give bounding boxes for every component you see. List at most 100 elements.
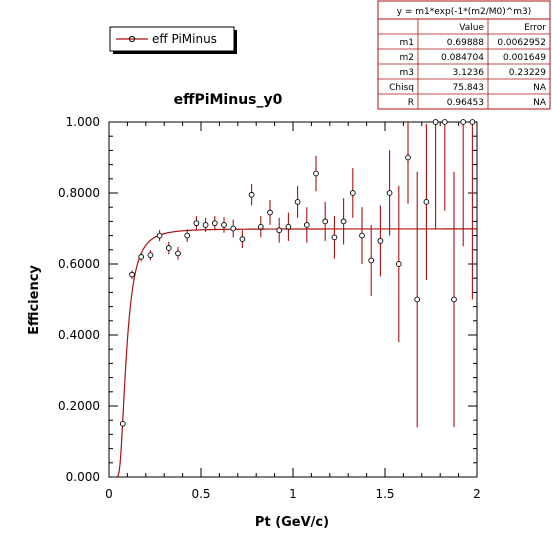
point-marker: [313, 170, 319, 177]
data-point: [147, 250, 154, 261]
data-point: [165, 241, 172, 255]
point-marker: [276, 227, 283, 234]
legend-marker-sample: [128, 35, 136, 43]
point-marker: [441, 119, 448, 125]
fit-value-cell: 0.084704: [441, 53, 484, 63]
legend-series-label: eff PiMinus: [152, 32, 217, 46]
point-marker: [156, 232, 163, 239]
point-marker: [340, 218, 347, 225]
point-marker: [322, 218, 329, 225]
data-point: [267, 200, 273, 225]
point-marker: [184, 232, 191, 239]
data-point: [368, 224, 375, 296]
point-marker: [432, 119, 439, 125]
point-marker: [147, 252, 154, 258]
fit-value-cell: 0.0062952: [497, 38, 546, 48]
fit-param-name: m2: [400, 53, 415, 63]
fit-curve: [116, 228, 477, 478]
data-point: [276, 217, 283, 243]
data-point: [119, 420, 126, 427]
y-tick-label: 0.6000: [58, 257, 100, 271]
point-marker: [368, 257, 375, 264]
point-marker: [239, 236, 246, 243]
fit-formula: y = m1*exp(-1*(m2/M0)^m3): [397, 7, 532, 17]
fit-value-cell: 0.001649: [503, 53, 546, 63]
fit-results-box: y = m1*exp(-1*(m2/M0)^m3) Value Error m1 0.…: [377, 0, 551, 110]
fit-header-cell: Error: [524, 23, 546, 33]
data-point: [257, 216, 264, 238]
data-point: [175, 246, 181, 260]
y-tick-label: 0.8000: [58, 186, 100, 200]
fit-header-cell: Value: [459, 23, 484, 33]
point-marker: [377, 238, 384, 244]
data-point: [193, 216, 200, 231]
point-marker: [165, 245, 172, 251]
y-axis: 0.000 0.2000 0.4000 0.6000 0.8000 1.000: [58, 115, 477, 484]
data-point: [441, 119, 448, 211]
plot-frame: [108, 121, 478, 478]
point-marker: [294, 199, 301, 205]
fit-value-cell: NA: [533, 83, 547, 93]
fit-param-name: m3: [400, 68, 415, 78]
fit-value-cell: NA: [533, 98, 547, 108]
data-point: [460, 119, 467, 247]
point-marker: [129, 271, 135, 278]
data-point: [377, 205, 384, 277]
data-point: [322, 201, 329, 241]
data-point: [386, 150, 393, 236]
data-point: [423, 123, 430, 280]
point-marker: [119, 420, 126, 427]
point-marker: [469, 119, 476, 125]
fit-param-name: R: [408, 98, 414, 108]
data-point: [184, 229, 191, 242]
point-marker: [138, 254, 145, 260]
data-point: [395, 185, 402, 343]
point-marker: [405, 154, 411, 161]
x-tick-label: 1.5: [375, 487, 394, 501]
point-marker: [331, 234, 338, 241]
point-marker: [257, 223, 264, 230]
y-tick-label: 0.2000: [58, 399, 100, 413]
x-axis-label: Pt (GeV/c): [255, 515, 329, 530]
y-tick-label: 0.4000: [58, 328, 100, 342]
x-tick-label: 1: [289, 487, 297, 501]
fit-param-name: Chisq: [389, 83, 414, 93]
data-point: [469, 119, 476, 300]
fit-value-cell: 0.23229: [509, 68, 546, 78]
data-point: [138, 252, 145, 262]
point-marker: [267, 209, 273, 216]
data-point: [294, 185, 301, 218]
data-point: [349, 168, 356, 218]
data-point: [340, 198, 347, 245]
fit-value-cell: 0.96453: [447, 98, 484, 108]
y-axis-label: Efficiency: [27, 265, 42, 335]
fit-value-cell: 3.1236: [453, 68, 485, 78]
data-point: [451, 171, 457, 428]
y-tick-label: 1.000: [66, 115, 100, 129]
point-marker: [414, 296, 421, 303]
x-tick-label: 0.5: [191, 487, 210, 501]
point-marker: [202, 222, 209, 228]
point-marker: [193, 220, 200, 227]
point-marker: [451, 296, 457, 303]
fit-value-cell: 0.69888: [447, 38, 484, 48]
data-point: [303, 207, 310, 243]
point-marker: [386, 190, 393, 196]
data-point: [414, 171, 421, 428]
point-marker: [395, 261, 402, 267]
x-axis: 0 0.5 1 1.5 2: [105, 122, 481, 501]
point-marker: [359, 232, 365, 239]
data-point: [156, 229, 163, 242]
data-point: [248, 184, 255, 206]
data-point: [331, 216, 338, 259]
point-marker: [211, 220, 218, 227]
point-marker: [349, 190, 356, 196]
data-point: [285, 212, 292, 241]
chart-title: effPiMinus_y0: [174, 92, 283, 108]
fit-param-name: m1: [400, 38, 415, 48]
y-tick-label: 0.000: [66, 470, 100, 484]
point-marker: [221, 222, 227, 228]
point-marker: [248, 191, 255, 198]
point-marker: [303, 222, 310, 228]
